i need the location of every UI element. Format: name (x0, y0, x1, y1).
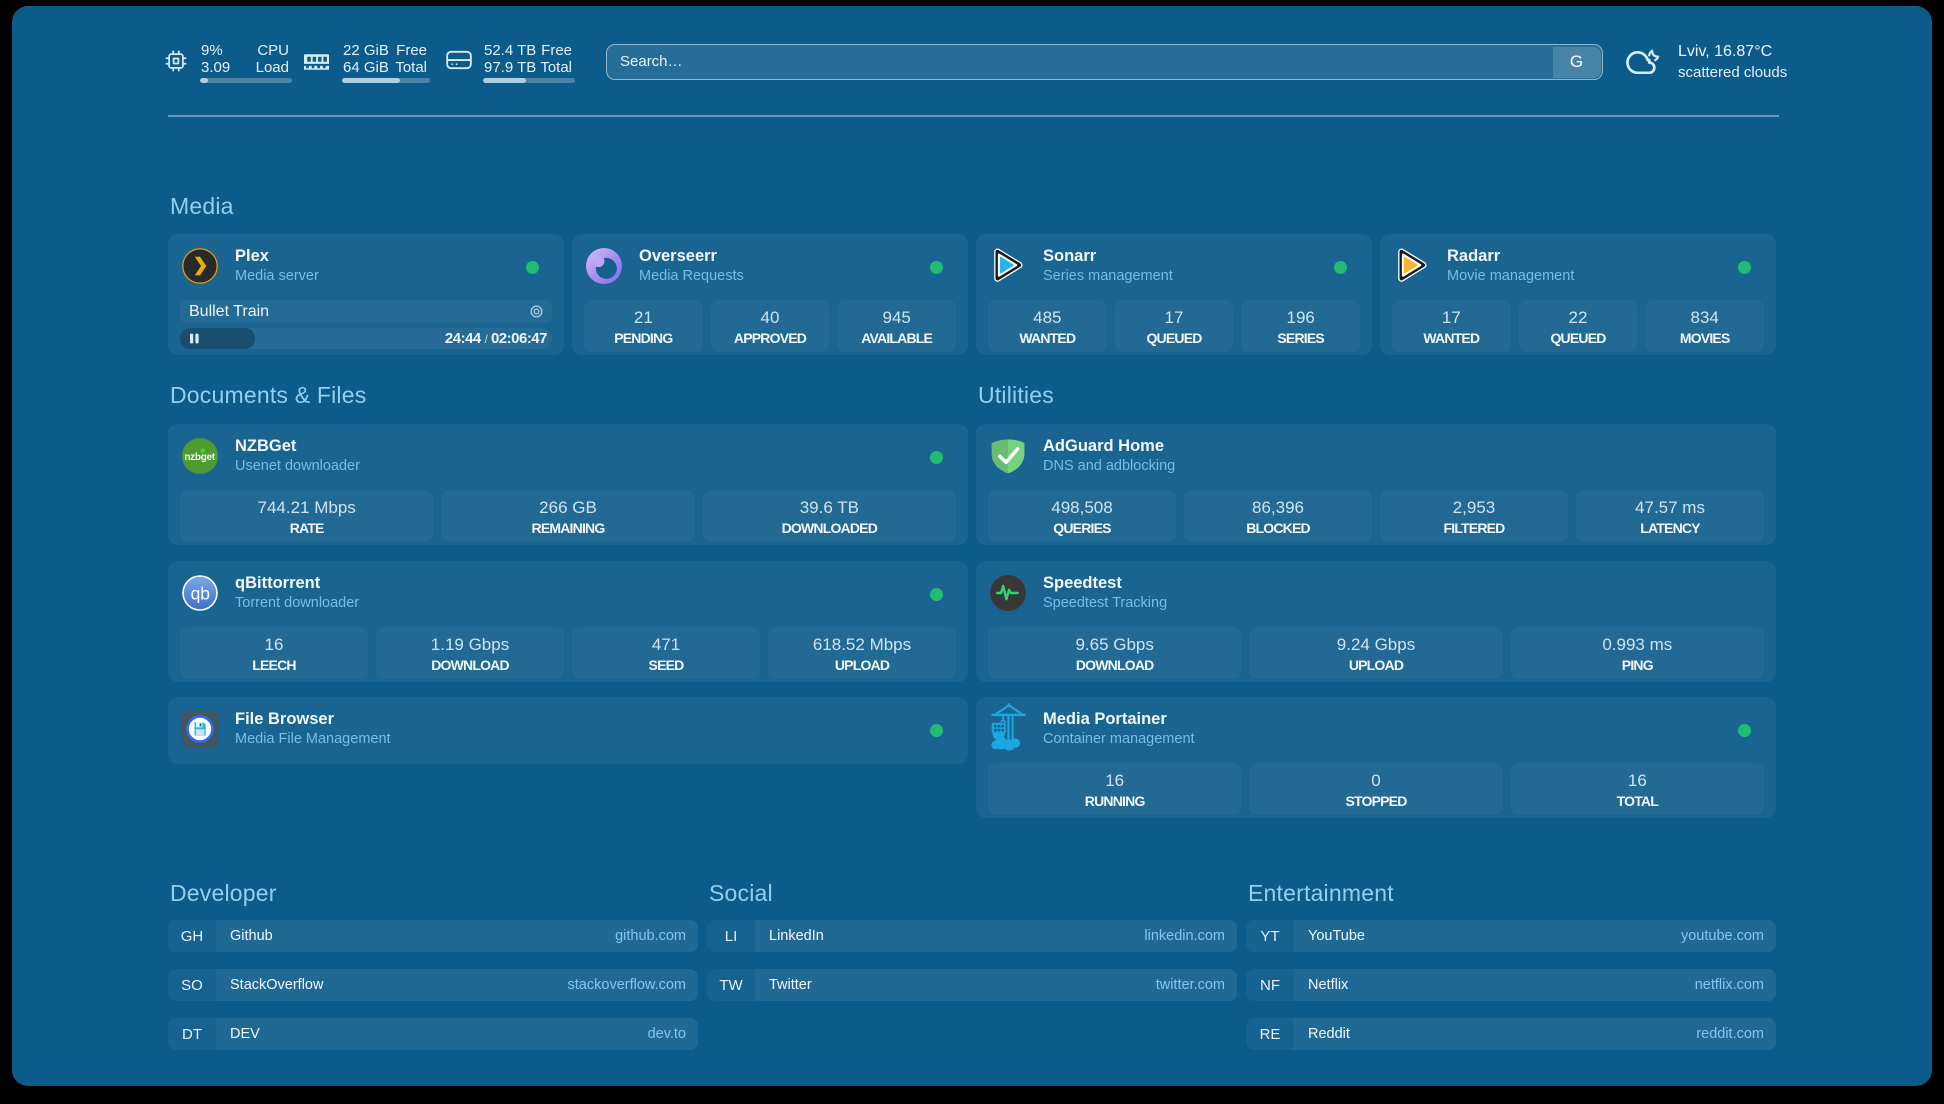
svg-text:nzbget: nzbget (184, 452, 215, 463)
svg-text:qb: qb (191, 583, 210, 603)
